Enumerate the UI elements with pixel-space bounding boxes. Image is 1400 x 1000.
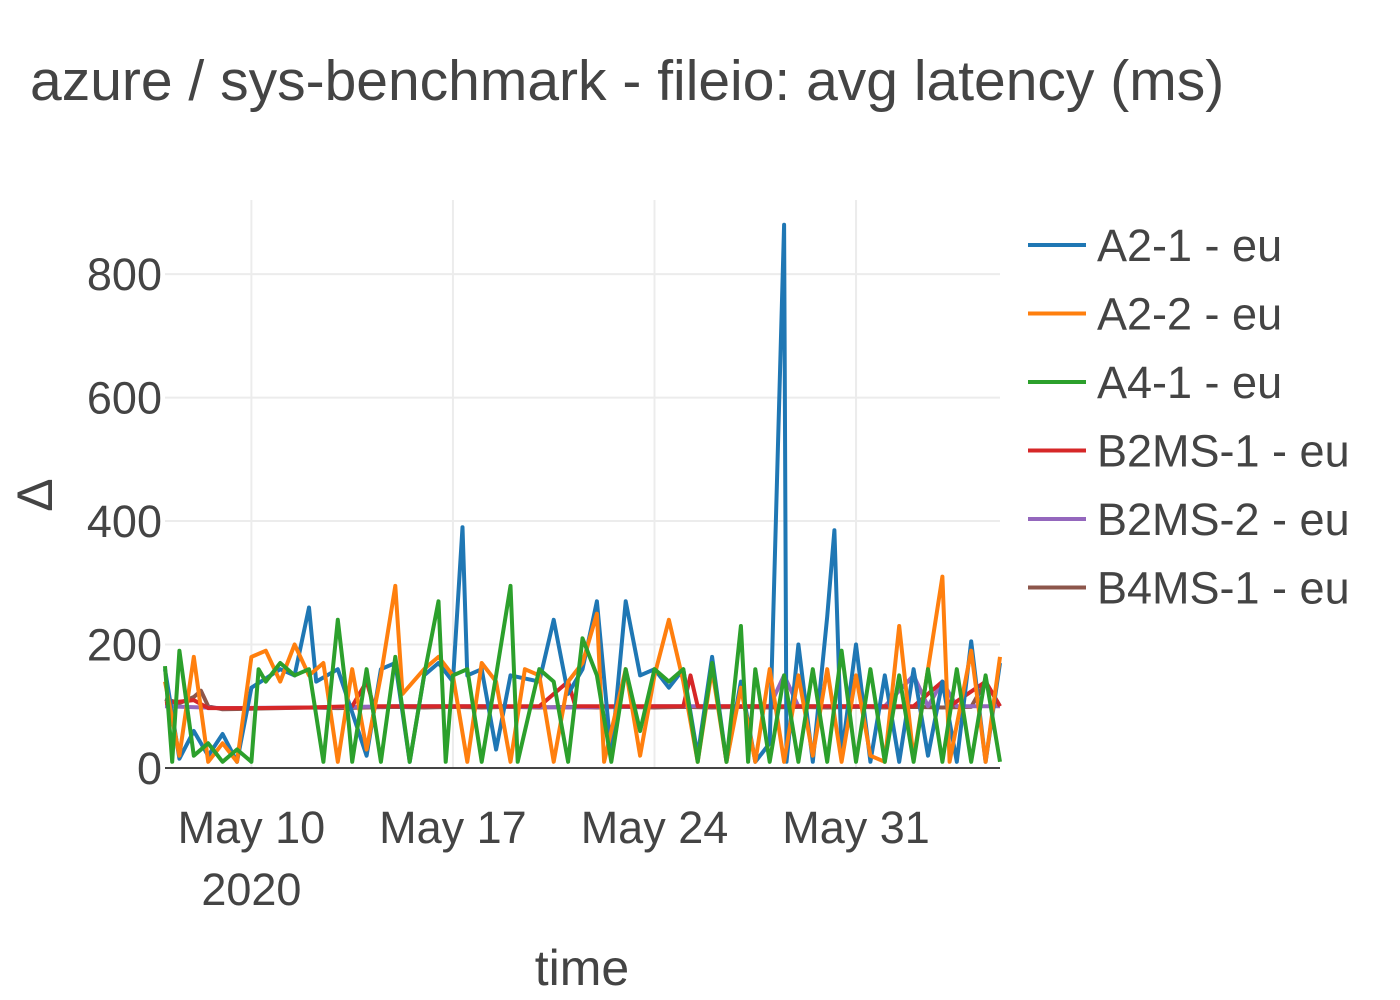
- legend-item[interactable]: B4MS-1 - eu: [1028, 563, 1350, 614]
- y-axis-title: Δ: [7, 478, 63, 511]
- legend-label: B4MS-1 - eu: [1097, 563, 1350, 614]
- y-tick-label: 0: [137, 743, 162, 794]
- x-tick-sublabel: 2020: [201, 864, 301, 915]
- legend-item[interactable]: A4-1 - eu: [1028, 357, 1282, 408]
- legend-item[interactable]: B2MS-2 - eu: [1028, 494, 1350, 545]
- legend-label: A2-2 - eu: [1097, 289, 1282, 340]
- y-axis-ticks: 0 200 400 600 800: [87, 249, 162, 794]
- legend-label: B2MS-2 - eu: [1097, 494, 1350, 545]
- series-line-a2-1-eu: [163, 222, 1002, 764]
- x-axis-ticks: May 10 2020 May 17 May 24 May 31: [178, 802, 930, 915]
- plot-area: [163, 222, 1002, 764]
- legend-label: A2-1 - eu: [1097, 220, 1282, 271]
- x-tick-label: May 10: [178, 802, 326, 853]
- legend-label: B2MS-1 - eu: [1097, 426, 1350, 477]
- legend-label: A4-1 - eu: [1097, 357, 1282, 408]
- series-line-a4-1-eu: [163, 583, 1002, 764]
- x-tick-label: May 31: [782, 802, 930, 853]
- y-tick-label: 400: [87, 496, 162, 547]
- legend-item[interactable]: B2MS-1 - eu: [1028, 426, 1350, 477]
- legend: A2-1 - eu A2-2 - eu A4-1 - eu B2MS-1 - eu B2…: [1028, 220, 1350, 614]
- y-tick-label: 200: [87, 620, 162, 671]
- grid: [165, 200, 1000, 768]
- x-tick-label: May 17: [379, 802, 527, 853]
- y-tick-label: 600: [87, 373, 162, 424]
- series-line-a2-2-eu: [163, 574, 1002, 764]
- x-axis-title: time: [535, 940, 629, 996]
- x-tick-label: May 24: [581, 802, 729, 853]
- legend-item[interactable]: A2-1 - eu: [1028, 220, 1282, 271]
- chart-title: azure / sys-benchmark - fileio: avg late…: [30, 49, 1224, 113]
- y-tick-label: 800: [87, 249, 162, 300]
- legend-item[interactable]: A2-2 - eu: [1028, 289, 1282, 340]
